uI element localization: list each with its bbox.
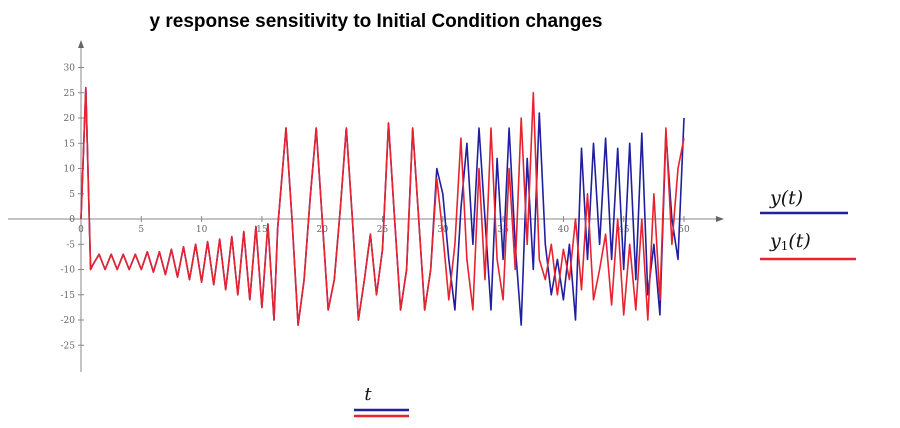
legend-label-y1: y1(t) (769, 230, 811, 253)
x-axis-label-group: t (354, 384, 409, 418)
y-tick-label: 15 (64, 139, 76, 149)
x-tick-label: 0 (78, 225, 84, 235)
y-tick-label: -20 (61, 316, 76, 326)
x-tick-label: 45 (618, 225, 630, 235)
x-tick-label: 15 (256, 225, 268, 235)
x-tick-label: 35 (497, 225, 509, 235)
series-line-y1 (80, 86, 685, 326)
series-layer (80, 86, 685, 326)
legend: y(t) y1(t) (760, 187, 856, 261)
x-tick-label: 50 (678, 225, 690, 235)
y-tick-label: 0 (69, 215, 75, 225)
y-tick-label: 30 (64, 64, 76, 74)
x-tick-label: 5 (138, 225, 144, 235)
y-tick-label: -10 (61, 266, 76, 276)
x-axis-label: t (364, 384, 372, 405)
y-tick-label: 25 (64, 89, 76, 99)
y-tick-label: -25 (61, 341, 76, 351)
x-axis-arrow (716, 216, 724, 222)
y-tick-label: -15 (61, 291, 76, 301)
chart-title: y response sensitivity to Initial Condit… (150, 11, 603, 32)
y-tick-label: 5 (69, 190, 75, 200)
axes (8, 40, 724, 372)
y-axis-arrow (78, 40, 84, 48)
x-tick-label: 10 (196, 225, 208, 235)
x-tick-label: 40 (558, 225, 570, 235)
y-tick-label: -5 (66, 240, 75, 250)
y-tick-label: 10 (64, 165, 76, 175)
y-tick-label: 20 (64, 114, 76, 124)
legend-label-y: y(t) (769, 187, 803, 209)
